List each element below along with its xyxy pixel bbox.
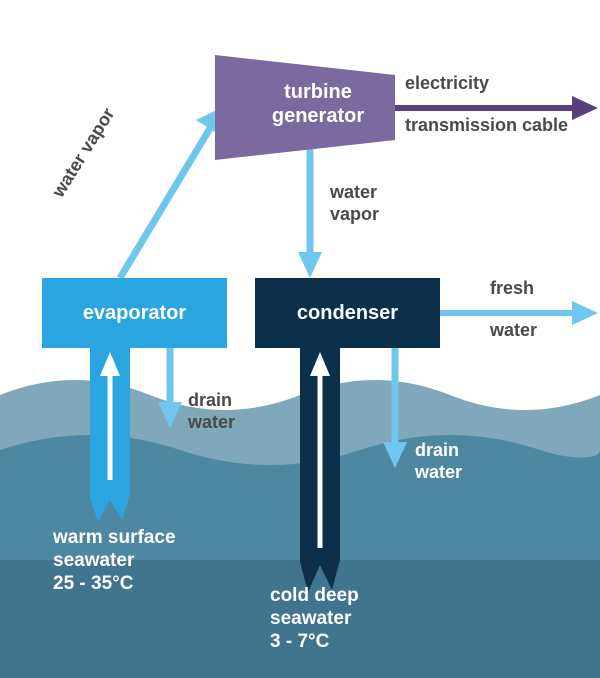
turbine-label-1: turbine	[258, 80, 378, 104]
warm-seawater-label-1: warm surface	[53, 527, 176, 550]
cold-seawater-label-3: 3 - 7°C	[270, 631, 329, 654]
evaporator-box: evaporator	[42, 278, 227, 348]
condenser-box: condenser	[255, 278, 440, 348]
warm-seawater-label-2: seawater	[53, 550, 134, 573]
otec-diagram: electricity transmission cable fresh wat…	[0, 0, 600, 678]
evaporator-label: evaporator	[83, 301, 186, 325]
cold-seawater-label-1: cold deep	[270, 585, 359, 608]
cold-seawater-label-2: seawater	[270, 608, 351, 631]
warm-seawater-label-3: 25 - 35°C	[53, 573, 133, 596]
condenser-label: condenser	[297, 301, 398, 325]
turbine-label-2: generator	[258, 104, 378, 128]
